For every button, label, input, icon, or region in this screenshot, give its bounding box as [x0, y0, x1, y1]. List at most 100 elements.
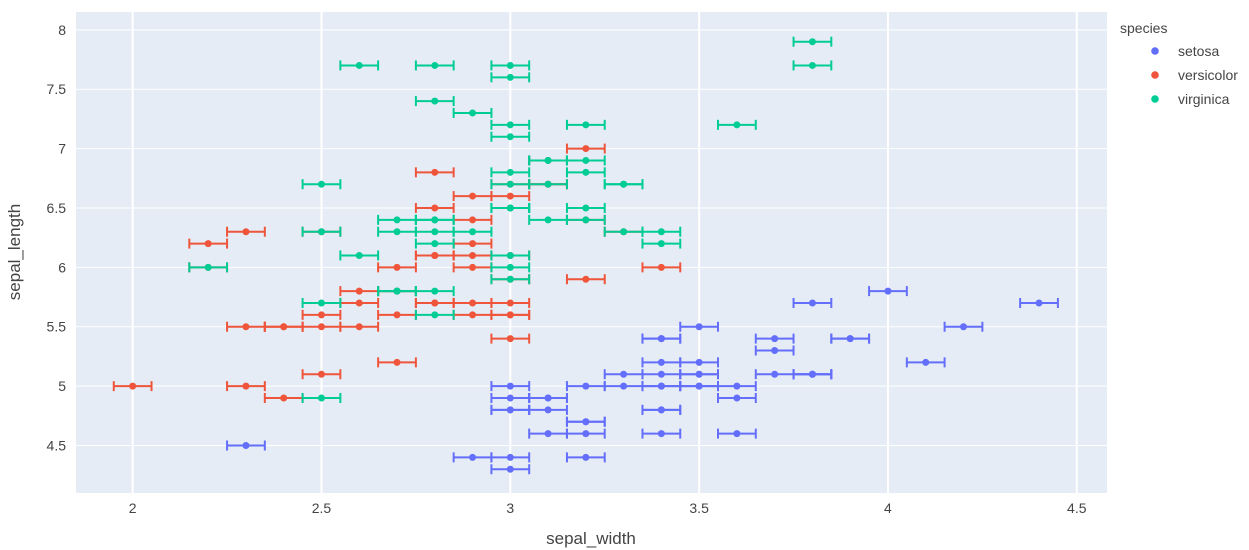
- data-point[interactable]: [679, 381, 720, 392]
- data-point[interactable]: [641, 428, 682, 439]
- data-point[interactable]: [490, 60, 531, 71]
- data-point[interactable]: [565, 428, 606, 439]
- data-point[interactable]: [339, 250, 380, 261]
- series-virginica: [188, 36, 833, 403]
- point-marker: [431, 240, 439, 248]
- data-point[interactable]: [603, 381, 644, 392]
- data-point[interactable]: [565, 143, 606, 154]
- data-point[interactable]: [490, 274, 531, 285]
- point-marker: [469, 251, 477, 259]
- data-point[interactable]: [490, 262, 531, 273]
- data-point[interactable]: [226, 440, 266, 451]
- data-point[interactable]: [943, 321, 984, 332]
- data-point[interactable]: [490, 250, 531, 261]
- data-point[interactable]: [1019, 297, 1059, 308]
- point-marker: [393, 228, 401, 236]
- data-point[interactable]: [528, 155, 568, 166]
- data-point[interactable]: [490, 72, 531, 83]
- data-point[interactable]: [792, 36, 833, 47]
- legend-item-virginica[interactable]: virginica: [1151, 91, 1230, 107]
- data-point[interactable]: [377, 357, 417, 368]
- data-point[interactable]: [301, 369, 342, 380]
- data-point[interactable]: [641, 357, 682, 368]
- data-point[interactable]: [301, 392, 342, 403]
- data-point[interactable]: [565, 167, 606, 178]
- data-point[interactable]: [792, 369, 833, 380]
- data-point[interactable]: [792, 297, 833, 308]
- point-marker: [582, 156, 590, 164]
- data-point[interactable]: [490, 167, 531, 178]
- data-point[interactable]: [641, 333, 682, 344]
- data-point[interactable]: [490, 202, 531, 213]
- data-point[interactable]: [490, 381, 531, 392]
- legend-item-setosa[interactable]: setosa: [1151, 43, 1219, 59]
- data-point[interactable]: [414, 96, 455, 107]
- point-marker: [733, 430, 741, 438]
- data-point[interactable]: [377, 286, 417, 297]
- data-point[interactable]: [301, 179, 342, 190]
- legend-marker: [1151, 47, 1159, 55]
- data-point[interactable]: [717, 392, 757, 403]
- data-point[interactable]: [490, 452, 531, 463]
- data-point[interactable]: [565, 452, 606, 463]
- data-point[interactable]: [717, 428, 757, 439]
- data-point[interactable]: [339, 321, 380, 332]
- data-point[interactable]: [641, 404, 682, 415]
- data-point[interactable]: [490, 464, 531, 475]
- data-point[interactable]: [490, 179, 531, 190]
- data-point[interactable]: [301, 309, 342, 320]
- data-point[interactable]: [112, 381, 153, 392]
- data-point[interactable]: [490, 404, 531, 415]
- data-point[interactable]: [490, 191, 531, 202]
- legend[interactable]: species setosa versicolor virginica: [1120, 20, 1238, 107]
- point-marker: [582, 453, 590, 461]
- data-point[interactable]: [717, 381, 757, 392]
- data-point[interactable]: [452, 107, 493, 118]
- data-point[interactable]: [226, 226, 266, 237]
- point-marker: [431, 299, 439, 307]
- data-point[interactable]: [754, 333, 795, 344]
- data-point[interactable]: [490, 333, 531, 344]
- data-point[interactable]: [188, 262, 229, 273]
- data-point[interactable]: [490, 309, 531, 320]
- data-point[interactable]: [414, 250, 455, 261]
- data-point[interactable]: [414, 309, 455, 320]
- data-point[interactable]: [301, 226, 342, 237]
- data-point[interactable]: [905, 357, 946, 368]
- data-point[interactable]: [528, 214, 568, 225]
- legend-item-versicolor[interactable]: versicolor: [1151, 67, 1238, 83]
- x-tick-label: 3: [506, 500, 514, 516]
- data-point[interactable]: [565, 416, 606, 427]
- data-point[interactable]: [830, 333, 871, 344]
- data-point[interactable]: [226, 381, 266, 392]
- data-point[interactable]: [414, 167, 455, 178]
- data-point[interactable]: [414, 226, 455, 237]
- data-point[interactable]: [490, 119, 531, 130]
- data-point[interactable]: [868, 286, 908, 297]
- data-point[interactable]: [414, 238, 455, 249]
- data-point[interactable]: [528, 392, 568, 403]
- data-point[interactable]: [641, 238, 682, 249]
- data-point[interactable]: [414, 297, 455, 308]
- data-point[interactable]: [679, 321, 720, 332]
- data-point[interactable]: [490, 131, 531, 142]
- data-point[interactable]: [792, 60, 833, 71]
- data-point[interactable]: [414, 214, 455, 225]
- data-point[interactable]: [717, 119, 757, 130]
- data-point[interactable]: [377, 262, 417, 273]
- data-point[interactable]: [603, 179, 644, 190]
- data-point[interactable]: [641, 262, 682, 273]
- data-point[interactable]: [641, 369, 682, 380]
- data-point[interactable]: [339, 60, 380, 71]
- data-point[interactable]: [641, 226, 682, 237]
- data-point[interactable]: [414, 60, 455, 71]
- data-point[interactable]: [565, 119, 606, 130]
- data-point[interactable]: [754, 345, 795, 356]
- data-point[interactable]: [301, 297, 342, 308]
- data-point[interactable]: [414, 202, 455, 213]
- data-point[interactable]: [565, 202, 606, 213]
- data-point[interactable]: [452, 262, 493, 273]
- data-point[interactable]: [188, 238, 229, 249]
- data-point[interactable]: [565, 274, 606, 285]
